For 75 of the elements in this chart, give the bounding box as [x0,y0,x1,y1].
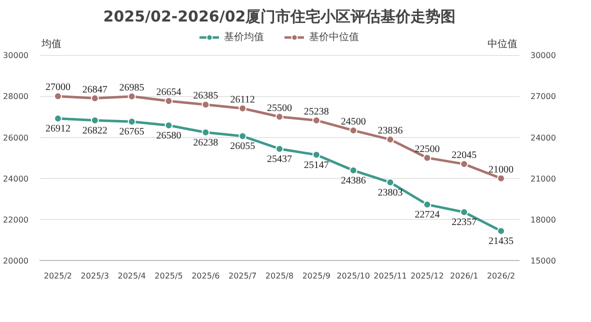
y-tick-label: 30000 [3,51,29,60]
point [90,94,99,102]
x-tick-label: 2025/10 [336,272,370,280]
data-label: 21435 [488,236,514,248]
data-label: 23836 [378,126,403,137]
data-label: 27000 [45,82,70,94]
data-label: 26654 [156,86,182,98]
data-label: 25500 [267,102,292,114]
point [128,118,136,126]
y2-tick-label: 21000 [530,174,556,184]
point [312,150,320,159]
point [349,166,358,174]
y2-tick-label: 27000 [530,92,556,102]
data-label: 26385 [193,90,218,102]
y-tick-label: 24000 [3,174,29,184]
x-tick-label: 2025/3 [80,272,109,280]
x-tick-label: 2025/8 [265,272,294,280]
point [276,144,284,153]
y-tick-label: 20000 [3,256,29,266]
point [54,92,62,100]
y2-tick-label: 30000 [530,51,556,60]
data-label: 22045 [452,150,477,162]
data-label: 24500 [340,116,366,128]
y-tick-label: 26000 [3,133,29,142]
point [202,100,210,109]
data-label: 25437 [267,154,292,165]
data-label: 25147 [304,160,329,171]
legend-label: 基价中位值 [309,30,359,44]
data-label: 26055 [230,141,256,152]
data-label: 22357 [452,217,477,228]
point [276,112,284,121]
data-label: 26765 [119,126,144,138]
y-tick-label: 22000 [3,215,29,224]
data-label: 26912 [45,124,70,135]
point [90,116,99,124]
data-label: 23803 [378,187,403,198]
x-tick-label: 2025/4 [118,272,146,280]
x-tick-label: 2025/6 [192,272,220,280]
point [312,116,320,124]
x-tick-label: 2026/1 [450,272,478,280]
x-tick-label: 2025/2 [44,272,72,280]
x-tick-label: 2025/9 [302,272,331,280]
point [238,132,247,140]
chart-title: 2025/02-2026/02厦门市住宅小区评估基价走势图 [103,8,456,26]
point [386,178,394,186]
data-label: 26238 [193,137,218,148]
point [423,154,432,162]
y-axis-title: 均值 [40,38,62,50]
data-label: 26580 [156,130,182,142]
point [497,174,506,182]
legend-label: 基价均值 [224,30,264,44]
y2-tick-label: 24000 [530,133,556,142]
data-label: 22724 [414,210,440,221]
point [238,104,247,112]
data-label: 21000 [488,164,514,176]
point [460,208,468,216]
data-label: 24386 [340,175,366,186]
data-label: 26112 [230,94,255,106]
point [128,92,136,100]
data-label: 26847 [82,84,108,96]
data-label: 25238 [304,106,329,118]
data-label: 22500 [414,144,440,155]
y2-tick-label: 18000 [530,215,556,224]
x-tick-label: 2025/12 [410,272,444,280]
x-tick-label: 2026/2 [486,272,516,280]
x-tick-label: 2025/11 [374,272,407,280]
data-label: 26985 [119,82,144,94]
point [164,121,173,130]
point [202,128,210,136]
data-label: 26822 [82,125,108,136]
x-tick-label: 2025/5 [154,272,183,280]
y2-tick-label: 15000 [530,256,556,266]
y2-axis-title: 中位值 [488,38,518,50]
y-tick-label: 28000 [3,92,29,102]
x-tick-label: 2025/7 [228,272,257,280]
